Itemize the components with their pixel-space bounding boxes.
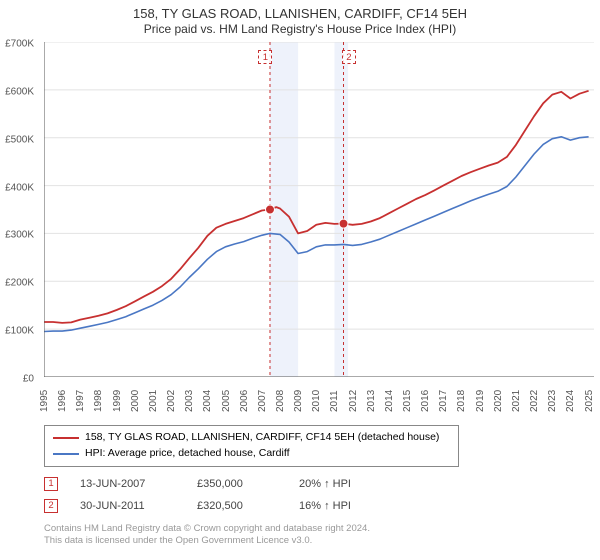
sale-row: 1 13-JUN-2007 £350,000 20% ↑ HPI: [44, 473, 592, 495]
x-axis-label: 2008: [275, 390, 286, 412]
x-axis-label: 2018: [456, 390, 467, 412]
legend-label: HPI: Average price, detached house, Card…: [85, 446, 290, 462]
sale-row: 2 30-JUN-2011 £320,500 16% ↑ HPI: [44, 495, 592, 517]
y-axis-label: £400K: [0, 182, 34, 193]
x-axis-label: 2009: [293, 390, 304, 412]
x-axis-label: 2024: [565, 390, 576, 412]
x-axis-label: 2014: [384, 390, 395, 412]
chart-container: 158, TY GLAS ROAD, LLANISHEN, CARDIFF, C…: [0, 0, 600, 560]
chart-footer: Contains HM Land Registry data © Crown c…: [44, 523, 592, 549]
sale-date: 30-JUN-2011: [80, 500, 175, 512]
x-axis-label: 2002: [166, 390, 177, 412]
sale-diff: 20% ↑ HPI: [299, 478, 389, 490]
legend-swatch: [53, 453, 79, 455]
legend-row: 158, TY GLAS ROAD, LLANISHEN, CARDIFF, C…: [53, 430, 450, 446]
x-axis-label: 2022: [529, 390, 540, 412]
x-axis-label: 2023: [547, 390, 558, 412]
chart-subtitle: Price paid vs. HM Land Registry's House …: [8, 22, 592, 36]
sale-marker: 2: [44, 499, 58, 513]
y-axis: £0£100K£200K£300K£400K£500K£600K£700K: [0, 44, 34, 379]
y-axis-label: £0: [0, 374, 34, 385]
x-axis: 1995 1996 1997 1998 1999 2000 2001 2002 2003 2004…: [36, 384, 586, 424]
x-axis-label: 2010: [311, 390, 322, 412]
sale-marker-badge: 1: [258, 50, 272, 64]
plot-area: 12: [44, 42, 594, 377]
x-axis-label: 2020: [493, 390, 504, 412]
chart-title: 158, TY GLAS ROAD, LLANISHEN, CARDIFF, C…: [8, 6, 592, 21]
footer-line: This data is licensed under the Open Gov…: [44, 535, 592, 548]
x-axis-label: 1998: [93, 390, 104, 412]
x-axis-label: 2017: [438, 390, 449, 412]
x-axis-label: 2004: [202, 390, 213, 412]
x-axis-label: 2011: [329, 390, 340, 412]
x-axis-label: 2007: [257, 390, 268, 412]
sale-diff: 16% ↑ HPI: [299, 500, 389, 512]
x-axis-label: 1996: [57, 390, 68, 412]
legend-swatch: [53, 437, 79, 439]
x-axis-label: 2025: [584, 390, 595, 412]
chart-legend: 158, TY GLAS ROAD, LLANISHEN, CARDIFF, C…: [44, 425, 459, 467]
x-axis-label: 2006: [239, 390, 250, 412]
x-axis-label: 2021: [511, 390, 522, 412]
chart-title-block: 158, TY GLAS ROAD, LLANISHEN, CARDIFF, C…: [8, 6, 592, 36]
sale-date: 13-JUN-2007: [80, 478, 175, 490]
y-axis-label: £600K: [0, 86, 34, 97]
x-axis-label: 2016: [420, 390, 431, 412]
sale-price: £350,000: [197, 478, 277, 490]
x-axis-label: 1997: [75, 390, 86, 412]
y-axis-label: £200K: [0, 278, 34, 289]
sales-table: 1 13-JUN-2007 £350,000 20% ↑ HPI 2 30-JUN-201…: [44, 473, 592, 517]
sale-marker: 1: [44, 477, 58, 491]
x-axis-label: 2005: [221, 390, 232, 412]
x-axis-label: 2000: [130, 390, 141, 412]
y-axis-label: £700K: [0, 39, 34, 50]
x-axis-label: 2019: [475, 390, 486, 412]
x-axis-label: 1999: [112, 390, 123, 412]
x-axis-label: 2001: [148, 390, 159, 412]
legend-label: 158, TY GLAS ROAD, LLANISHEN, CARDIFF, C…: [85, 430, 439, 446]
x-axis-label: 2013: [366, 390, 377, 412]
sale-price: £320,500: [197, 500, 277, 512]
x-axis-label: 2012: [348, 390, 359, 412]
y-axis-label: £300K: [0, 230, 34, 241]
x-axis-label: 2003: [184, 390, 195, 412]
footer-line: Contains HM Land Registry data © Crown c…: [44, 523, 592, 536]
y-axis-label: £100K: [0, 326, 34, 337]
legend-row: HPI: Average price, detached house, Card…: [53, 446, 450, 462]
x-axis-label: 2015: [402, 390, 413, 412]
x-axis-label: 1995: [39, 390, 50, 412]
line-chart-svg: [44, 42, 594, 377]
sale-marker-badge: 2: [342, 50, 356, 64]
y-axis-label: £500K: [0, 134, 34, 145]
